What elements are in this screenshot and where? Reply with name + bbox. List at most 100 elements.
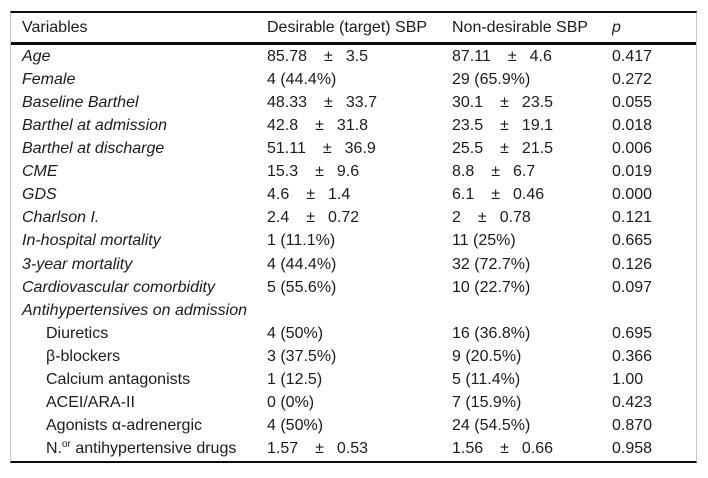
desirable-sbp-value: 3 (37.5%) bbox=[267, 347, 337, 365]
non-desirable-sbp-value: 16 (36.8%) bbox=[452, 324, 531, 342]
p-value: 0.272 bbox=[612, 70, 653, 88]
desirable-sbp-value: 4 (50%) bbox=[267, 324, 324, 342]
plus-minus-sign: ± bbox=[500, 116, 509, 134]
desirable-sbp-value: 2.4 ±0.72 bbox=[267, 209, 452, 227]
plus-minus-sign: ± bbox=[477, 209, 487, 227]
variable-label: CME bbox=[22, 163, 58, 181]
non-desirable-sbp-value: 2 ±0.78 bbox=[452, 209, 612, 227]
desirable-sbp-value: 4 (44.4%) bbox=[267, 255, 337, 273]
table-row: Cardiovascular comorbidity 5 (55.6%) 10 (2… bbox=[11, 276, 696, 299]
variable-label: Age bbox=[22, 47, 51, 65]
desirable-sbp-value: 4 (50%) bbox=[267, 417, 324, 435]
table-row: Charlson I. 2.4 ±0.72 2 ±0.78 0.121 bbox=[11, 207, 696, 230]
plus-minus-sign: ± bbox=[306, 186, 316, 204]
p-value: 0.121 bbox=[612, 209, 653, 227]
table-row: GDS 4.6 ±1.4 6.1 ±0.46 0.000 bbox=[11, 184, 696, 207]
sd-value: 0.66 bbox=[521, 440, 554, 458]
table-row: ACEI/ARA-II 0 (0%) 7 (15.9%) 0.423 bbox=[11, 392, 696, 415]
plus-minus-sign: ± bbox=[315, 163, 324, 181]
variable-label: Calcium antagonists bbox=[46, 371, 191, 389]
p-value: 0.870 bbox=[612, 417, 653, 435]
sd-value: 0.78 bbox=[499, 209, 531, 227]
non-desirable-sbp-value: 6.1 ±0.46 bbox=[452, 186, 612, 204]
p-value: 0.019 bbox=[612, 163, 653, 181]
table-row: 3-year mortality 4 (44.4%) 32 (72.7%) 0.126 bbox=[11, 253, 696, 276]
mean-value: 6.1 bbox=[452, 186, 475, 204]
column-header-desirable-sbp: Desirable (target) SBP bbox=[267, 18, 428, 36]
plus-minus-sign: ± bbox=[324, 47, 333, 65]
mean-value: 25.5 bbox=[452, 139, 484, 157]
plus-minus-sign: ± bbox=[306, 209, 316, 227]
p-value: 0.366 bbox=[612, 347, 653, 365]
p-value: 0.417 bbox=[612, 47, 653, 65]
desirable-sbp-value: 5 (55.6%) bbox=[267, 278, 337, 296]
plus-minus-sign: ± bbox=[322, 139, 332, 157]
variable-label: Female bbox=[22, 70, 76, 88]
sd-value: 6.7 bbox=[513, 163, 536, 181]
plus-minus-sign: ± bbox=[500, 93, 509, 111]
table-row: Barthel at admission 42.8 ±31.8 23.5 ±19.1 0.… bbox=[11, 114, 696, 137]
table-row: Baseline Barthel 48.33 ±33.7 30.1 ±23.5 0.055 bbox=[11, 91, 696, 114]
sd-value: 23.5 bbox=[521, 93, 554, 111]
non-desirable-sbp-value: 30.1 ±23.5 bbox=[452, 94, 612, 112]
table-row: Agonists α-adrenergic 4 (50%) 24 (54.5%) 0.… bbox=[11, 415, 696, 438]
sd-value: 31.8 bbox=[336, 116, 369, 134]
table-section-row: Antihypertensives on admission bbox=[11, 299, 696, 322]
variable-label: Antihypertensives on admission bbox=[22, 301, 248, 319]
variable-label: In-hospital mortality bbox=[22, 232, 161, 250]
desirable-sbp-value: 1 (11.1%) bbox=[267, 232, 336, 250]
variable-label: Agonists α-adrenergic bbox=[46, 417, 202, 435]
variable-label: Cardiovascular comorbidity bbox=[22, 278, 215, 296]
desirable-sbp-value: 4.6 ±1.4 bbox=[267, 186, 452, 204]
variable-label: Barthel at admission bbox=[22, 116, 167, 134]
p-value: 0.000 bbox=[612, 186, 653, 204]
variable-label: GDS bbox=[22, 186, 57, 204]
plus-minus-sign: ± bbox=[315, 440, 324, 458]
non-desirable-sbp-value: 25.5 ±21.5 bbox=[452, 140, 612, 158]
mean-value: 15.3 bbox=[267, 163, 299, 181]
table-row: N.or antihypertensive drugs 1.57 ±0.53 1.56… bbox=[11, 438, 696, 461]
variable-label: Barthel at discharge bbox=[22, 139, 165, 157]
non-desirable-sbp-value: 1.56 ±0.66 bbox=[452, 440, 612, 458]
plus-minus-sign: ± bbox=[315, 116, 324, 134]
non-desirable-sbp-value: 23.5 ±19.1 bbox=[452, 117, 612, 135]
column-header-non-desirable-sbp: Non-desirable SBP bbox=[452, 18, 589, 36]
desirable-sbp-value: 42.8 ±31.8 bbox=[267, 117, 452, 135]
table-row: Calcium antagonists 1 (12.5) 5 (11.4%) 1.00 bbox=[11, 369, 696, 392]
sd-value: 3.5 bbox=[345, 47, 369, 65]
table-row: CME 15.3 ±9.6 8.8 ±6.7 0.019 bbox=[11, 161, 696, 184]
plus-minus-sign: ± bbox=[500, 440, 509, 458]
mean-value: 1.57 bbox=[267, 440, 299, 458]
mean-value: 30.1 bbox=[452, 93, 484, 111]
sd-value: 9.6 bbox=[336, 163, 360, 181]
non-desirable-sbp-value: 32 (72.7%) bbox=[452, 255, 531, 273]
table-row: Barthel at discharge 51.11 ±36.9 25.5 ±21.5 0… bbox=[11, 137, 696, 160]
variable-label: Baseline Barthel bbox=[22, 93, 139, 111]
desirable-sbp-value: 15.3 ±9.6 bbox=[267, 163, 452, 181]
non-desirable-sbp-value: 24 (54.5%) bbox=[452, 417, 531, 435]
sd-value: 19.1 bbox=[521, 116, 554, 134]
sd-value: 1.4 bbox=[328, 186, 351, 204]
desirable-sbp-value: 85.78 ±3.5 bbox=[267, 48, 452, 66]
p-value: 0.126 bbox=[612, 255, 653, 273]
table-row: Diuretics 4 (50%) 16 (36.8%) 0.695 bbox=[11, 322, 696, 345]
mean-value: 8.8 bbox=[452, 163, 475, 181]
p-value: 0.006 bbox=[612, 139, 653, 157]
table-body: Age 85.78 ±3.5 87.11 ±4.6 0.417 Female 4 (44.4%… bbox=[11, 45, 696, 461]
desirable-sbp-value: 48.33 ±33.7 bbox=[267, 94, 452, 112]
non-desirable-sbp-value: 9 (20.5%) bbox=[452, 347, 522, 365]
p-value: 0.958 bbox=[612, 440, 653, 458]
p-value: 1.00 bbox=[612, 371, 644, 389]
p-value: 0.097 bbox=[612, 278, 653, 296]
variable-label: Diuretics bbox=[46, 324, 109, 342]
non-desirable-sbp-value: 5 (11.4%) bbox=[452, 371, 521, 389]
mean-value: 1.56 bbox=[452, 440, 484, 458]
desirable-sbp-value: 1 (12.5) bbox=[267, 371, 323, 389]
mean-value: 23.5 bbox=[452, 116, 484, 134]
plus-minus-sign: ± bbox=[491, 186, 501, 204]
mean-value: 51.11 bbox=[267, 139, 306, 157]
plus-minus-sign: ± bbox=[324, 93, 333, 111]
non-desirable-sbp-value: 8.8 ±6.7 bbox=[452, 163, 612, 181]
mean-value: 2.4 bbox=[267, 209, 290, 227]
